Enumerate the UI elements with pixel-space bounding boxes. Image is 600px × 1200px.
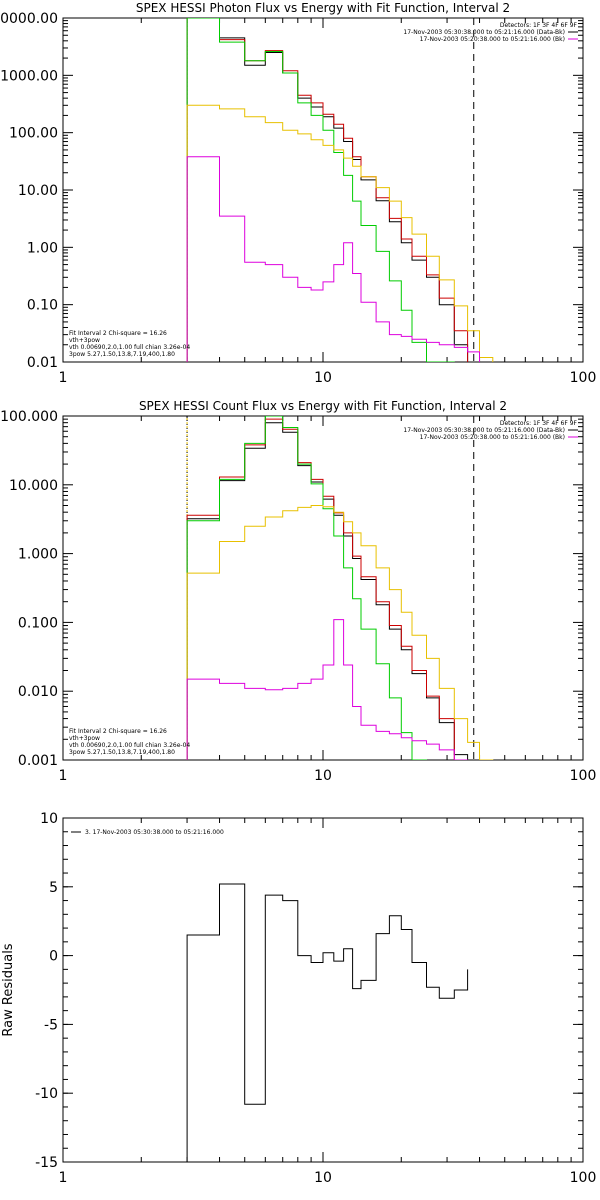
- x-tick-label: 100: [570, 1170, 597, 1186]
- y-tick-label: 0.100: [18, 615, 58, 631]
- annotation-text: Detectors: 1F 3F 4F 6F 9F: [500, 22, 578, 29]
- series-line-vth: [186, 18, 455, 362]
- y-axis-label: Raw Residuals: [1, 943, 16, 1036]
- x-tick-label: 1: [59, 1170, 68, 1186]
- series-line-data: [186, 18, 480, 362]
- annotation-text: 17-Nov-2003 05:30:38.000 to 05:21:16.000…: [403, 427, 565, 434]
- chart-panel-2: SPEX HESSI Count Flux vs Energy with Fit…: [0, 399, 596, 784]
- legend-text: Fit Interval 2 Chi-square = 16.26: [69, 728, 167, 735]
- y-tick-label: 100.000: [0, 409, 58, 425]
- legend-text: vth 0.00690,2.0,1.00 full chian 3.26e-04: [69, 742, 190, 749]
- series-line-bk: [186, 619, 469, 760]
- y-tick-label: -5: [44, 1017, 58, 1033]
- chart-title: SPEX HESSI Photon Flux vs Energy with Fi…: [136, 1, 510, 15]
- annotation-text: 17-Nov-2003 05:20:38.000 to 05:21:16.000…: [420, 434, 565, 441]
- plot-frame: [62, 17, 584, 363]
- y-tick-label: 1.00: [27, 240, 58, 256]
- series-line-3pow: [186, 505, 494, 760]
- chart-panel-1: SPEX HESSI Photon Flux vs Energy with Fi…: [0, 1, 596, 386]
- legend-text: Fit Interval 2 Chi-square = 16.26: [69, 330, 167, 337]
- series-line-3pow: [186, 104, 494, 362]
- series-line-vth-3pow: [186, 418, 455, 760]
- legend-text: vth+3pow: [69, 337, 100, 344]
- chart-title: SPEX HESSI Count Flux vs Energy with Fit…: [139, 399, 507, 413]
- series-line-data: [186, 883, 469, 1162]
- y-tick-label: 1000.00: [0, 68, 58, 84]
- y-tick-label: 0.10: [27, 298, 58, 314]
- y-tick-label: 100.00: [9, 126, 58, 142]
- y-tick-label: 10.00: [18, 183, 58, 199]
- y-tick-label: 0000.00: [0, 11, 58, 27]
- y-tick-label: 0.001: [18, 753, 58, 769]
- plot-area: [186, 18, 494, 362]
- y-tick-label: 0: [49, 949, 58, 965]
- x-tick-label: 10: [314, 768, 332, 784]
- legend-text: 3pow 5.27,1.50,13.8,7.19,400,1.80: [69, 749, 175, 756]
- x-tick-label: 1: [59, 768, 68, 784]
- chart-panel-3: Raw Residuals 1 10 100 -15 -10 -5 0 5 10 3. 17-Nov…: [1, 811, 596, 1186]
- legend-text: vth 0.00690,2.0,1.00 full chian 3.26e-04: [69, 344, 190, 351]
- y-tick-label: 0.01: [27, 355, 58, 371]
- annotation-text: 17-Nov-2003 05:20:38.000 to 05:21:16.000…: [420, 36, 565, 43]
- series-line-vth-3pow: [186, 18, 469, 362]
- legend-text: 3. 17-Nov-2003 05:30:38.000 to 05:21:16.…: [85, 829, 224, 836]
- y-tick-label: 10.000: [9, 478, 58, 494]
- annotation-text: Detectors: 1F 3F 4F 6F 9F: [500, 420, 578, 427]
- x-tick-label: 10: [314, 1170, 332, 1186]
- series-line-vth: [186, 416, 427, 760]
- x-tick-label: 100: [570, 370, 597, 386]
- x-tick-label: 100: [570, 768, 597, 784]
- y-tick-label: 5: [49, 880, 58, 896]
- series-line-bk: [186, 156, 480, 362]
- plot-area: [186, 883, 469, 1162]
- y-tick-label: -15: [35, 1155, 58, 1171]
- legend-text: vth+3pow: [69, 735, 100, 742]
- plot-area: [186, 416, 494, 760]
- plot-frame: [62, 415, 584, 761]
- series-line-data: [186, 422, 469, 760]
- legend-text: 3pow 5.27,1.50,13.8,7.19,400,1.80: [69, 351, 175, 358]
- plot-frame: [62, 817, 584, 1163]
- y-tick-label: 0.010: [18, 684, 58, 700]
- x-tick-label: 10: [314, 370, 332, 386]
- y-tick-label: -10: [35, 1086, 58, 1102]
- x-tick-label: 1: [59, 370, 68, 386]
- y-tick-label: 1.000: [18, 547, 58, 563]
- y-tick-label: 10: [40, 811, 58, 827]
- annotation-text: 17-Nov-2003 05:30:38.000 to 05:21:16.000…: [403, 29, 565, 36]
